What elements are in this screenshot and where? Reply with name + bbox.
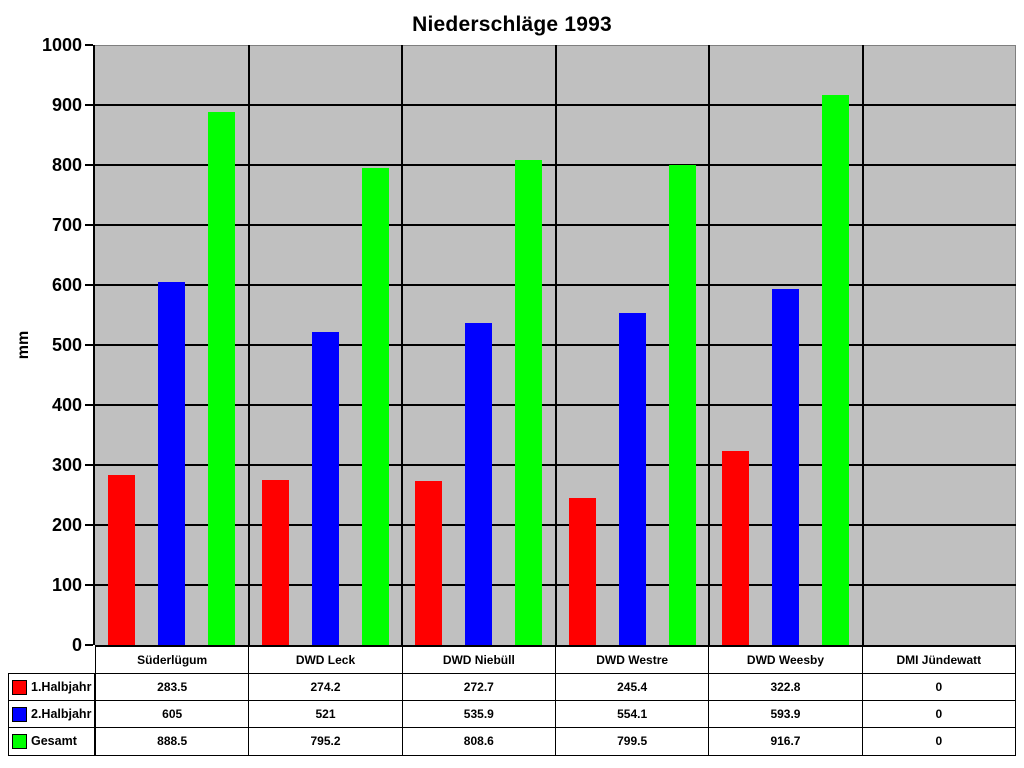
value-cell: 916.7 [708, 728, 861, 755]
legend-series-label: 2.Halbjahr [31, 707, 92, 722]
bar-series0-cat0 [108, 474, 136, 645]
bar-series2-cat0 [208, 111, 236, 645]
bar-series0-cat4 [722, 451, 750, 645]
value-cell: 808.6 [401, 728, 555, 755]
table-row: 605 521 535.9 554.1 593.9 0 [95, 700, 1015, 728]
category-header-row: Süderlügum DWD Leck DWD Niebüll DWD Westre D… [95, 645, 1016, 673]
y-tick-mark [85, 524, 93, 526]
legend-key-swatch [12, 733, 27, 749]
bar-series2-cat2 [515, 159, 543, 645]
legend-row: 2.Halbjahr [9, 700, 94, 727]
bar-series1-cat1 [311, 332, 339, 645]
value-cell: 535.9 [401, 701, 555, 728]
value-cell: 888.5 [95, 728, 248, 755]
value-cell: 605 [95, 701, 248, 728]
y-tick-label: 900 [51, 95, 82, 115]
legend-series-label: 1.Halbjahr [31, 680, 92, 695]
legend-row: Gesamt [9, 727, 94, 754]
value-cell: 799.5 [554, 728, 708, 755]
legend-key-swatch [12, 679, 27, 695]
bar-series2-cat1 [361, 167, 389, 645]
y-tick-label: 600 [51, 275, 82, 295]
y-tick-mark [85, 464, 93, 466]
legend-row: 1.Halbjahr [9, 674, 94, 700]
legend-series-label: Gesamt [31, 734, 77, 749]
value-cell: 245.4 [554, 674, 708, 701]
category-header-cell: DWD Leck [248, 647, 401, 673]
category-header-cell: DWD Westre [554, 647, 708, 673]
y-tick-mark [85, 404, 93, 406]
v-gridline [861, 45, 864, 645]
values-table: 283.5 274.2 272.7 245.4 322.8 0 605 521 535.9 554… [95, 673, 1016, 756]
y-tick-label: 200 [51, 515, 82, 535]
y-tick-mark [85, 164, 93, 166]
v-gridline [554, 45, 557, 645]
value-cell: 274.2 [248, 674, 401, 701]
value-cell: 0 [861, 674, 1015, 701]
category-header-cell: DWD Weesby [708, 647, 861, 673]
y-axis-line [93, 45, 95, 645]
value-cell: 795.2 [248, 728, 401, 755]
y-tick-label: 800 [51, 155, 82, 175]
value-cell: 272.7 [401, 674, 555, 701]
bar-series1-cat2 [465, 323, 493, 645]
legend-key-swatch [12, 706, 27, 722]
bar-series1-cat4 [772, 288, 800, 645]
bar-series1-cat3 [618, 312, 646, 645]
category-header-cell: DMI Jündewatt [861, 647, 1015, 673]
y-tick-label: 100 [51, 575, 82, 595]
bar-series2-cat3 [668, 165, 696, 645]
v-gridline [247, 45, 250, 645]
value-cell: 322.8 [708, 674, 861, 701]
bar-series0-cat3 [568, 497, 596, 645]
chart-title: Niederschläge 1993 [412, 13, 612, 36]
y-tick-label: 1000 [41, 35, 82, 55]
v-gridline [708, 45, 710, 645]
plot-area [95, 45, 1016, 645]
y-tick-label: 300 [51, 455, 82, 475]
bar-series1-cat0 [158, 282, 186, 645]
y-tick-label: 700 [51, 215, 82, 235]
category-header-cell: DWD Niebüll [401, 647, 555, 673]
y-tick-mark [85, 584, 93, 586]
y-tick-mark [85, 224, 93, 226]
value-cell: 0 [861, 728, 1015, 755]
legend-column: 1.Halbjahr 2.Halbjahr Gesamt [8, 673, 95, 756]
y-tick-mark [85, 344, 93, 346]
table-row: 888.5 795.2 808.6 799.5 916.7 0 [95, 727, 1015, 755]
v-gridline [401, 45, 403, 645]
y-tick-label: 500 [51, 335, 82, 355]
value-cell: 0 [861, 701, 1015, 728]
y-tick-mark [85, 284, 93, 286]
y-tick-label: 0 [71, 635, 82, 655]
bar-series0-cat1 [261, 480, 289, 645]
table-row: 283.5 274.2 272.7 245.4 322.8 0 [95, 673, 1015, 701]
value-cell: 521 [248, 701, 401, 728]
y-tick-mark [85, 644, 93, 646]
bar-series0-cat2 [415, 481, 443, 645]
y-tick-mark [85, 44, 93, 46]
y-tick-label: 400 [51, 395, 82, 415]
value-cell: 593.9 [708, 701, 861, 728]
y-tick-mark [85, 104, 93, 106]
bar-series2-cat4 [822, 94, 850, 645]
value-cell: 554.1 [554, 701, 708, 728]
category-header-cell: Süderlügum [95, 647, 248, 673]
value-cell: 283.5 [95, 674, 248, 701]
